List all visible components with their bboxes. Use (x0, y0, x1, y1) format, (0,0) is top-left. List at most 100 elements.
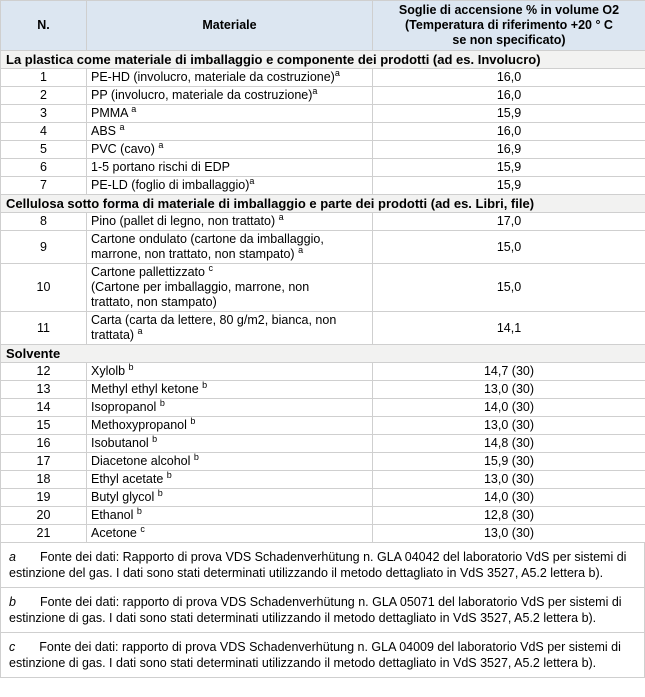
cell-number: 11 (0, 311, 87, 345)
cell-material: Diacetone alcohol b (86, 452, 373, 471)
footnote-c: c Fonte dei dati: rapporto di prova VDS S… (1, 632, 644, 677)
cell-threshold-value: 14,8 (30) (372, 434, 645, 453)
table-row: 1 PE-HD (involucro, materiale da costruzi… (0, 68, 645, 87)
cell-threshold-value: 16,9 (372, 140, 645, 159)
cell-threshold-value: 15,9 (30) (372, 452, 645, 471)
section-header-row: Cellulosa sotto forma di materiale di im… (0, 194, 645, 213)
cell-number: 7 (0, 176, 87, 195)
cell-threshold-value: 15,9 (372, 158, 645, 177)
ignition-thresholds-table: N. Materiale Soglie di accensione % in v… (0, 0, 645, 543)
cell-threshold-value: 15,9 (372, 176, 645, 195)
cell-number: 12 (0, 362, 87, 381)
cell-threshold-value: 14,0 (30) (372, 398, 645, 417)
cell-number: 2 (0, 86, 87, 105)
table-row: 5 PVC (cavo) a 16,9 (0, 140, 645, 159)
cell-material: Pino (pallet di legno, non trattato) a (86, 212, 373, 231)
table-row: 20 Ethanol b 12,8 (30) (0, 506, 645, 525)
cell-threshold-value: 13,0 (30) (372, 470, 645, 489)
cell-threshold-value: 14,1 (372, 311, 645, 345)
cell-threshold-value: 16,0 (372, 122, 645, 141)
cell-material: 1-5 portano rischi di EDP (86, 158, 373, 177)
footnote-text: Fonte dei dati: Rapporto di prova VDS Sc… (9, 550, 627, 580)
cell-material: Ethyl acetate b (86, 470, 373, 489)
section-title: Cellulosa sotto forma di materiale di im… (0, 194, 645, 213)
cell-number: 6 (0, 158, 87, 177)
cell-threshold-value: 15,9 (372, 104, 645, 123)
cell-threshold-value: 16,0 (372, 68, 645, 87)
cell-number: 18 (0, 470, 87, 489)
cell-material: Isobutanol b (86, 434, 373, 453)
cell-threshold-value: 13,0 (30) (372, 380, 645, 399)
cell-threshold-value: 17,0 (372, 212, 645, 231)
cell-material: Cartone pallettizzato c (Cartone per imba… (86, 263, 373, 312)
footnote-marker: b (9, 595, 16, 609)
cell-threshold-value: 13,0 (30) (372, 524, 645, 543)
cell-number: 16 (0, 434, 87, 453)
cell-number: 15 (0, 416, 87, 435)
document-page: N. Materiale Soglie di accensione % in v… (0, 0, 645, 678)
cell-threshold-value: 14,7 (30) (372, 362, 645, 381)
table-row: 7 PE-LD (foglio di imballaggio)a 15,9 (0, 176, 645, 195)
footnote-b: b Fonte dei dati: rapporto di prova VDS S… (1, 587, 644, 632)
table-row: 9 Cartone ondulato (cartone da imballaggi… (0, 230, 645, 264)
cell-number: 4 (0, 122, 87, 141)
cell-number: 9 (0, 230, 87, 264)
cell-number: 5 (0, 140, 87, 159)
cell-threshold-value: 13,0 (30) (372, 416, 645, 435)
cell-material: Methyl ethyl ketone b (86, 380, 373, 399)
col-header-threshold: Soglie di accensione % in volume O2 (Tem… (372, 0, 645, 51)
cell-material: PE-HD (involucro, materiale da costruzio… (86, 68, 373, 87)
table-row: 12 Xylolb b 14,7 (30) (0, 362, 645, 381)
cell-material: Ethanol b (86, 506, 373, 525)
cell-material: PMMA a (86, 104, 373, 123)
table-row: 16 Isobutanol b 14,8 (30) (0, 434, 645, 453)
cell-material: PE-LD (foglio di imballaggio)a (86, 176, 373, 195)
cell-threshold-value: 14,0 (30) (372, 488, 645, 507)
cell-number: 17 (0, 452, 87, 471)
table-row: 10 Cartone pallettizzato c (Cartone per im… (0, 263, 645, 312)
table-body: La plastica come materiale di imballaggi… (0, 50, 645, 543)
cell-threshold-value: 16,0 (372, 86, 645, 105)
cell-material: PVC (cavo) a (86, 140, 373, 159)
cell-material: Methoxypropanol b (86, 416, 373, 435)
cell-threshold-value: 15,0 (372, 263, 645, 312)
cell-material: Acetone c (86, 524, 373, 543)
cell-number: 8 (0, 212, 87, 231)
table-row: 18 Ethyl acetate b 13,0 (30) (0, 470, 645, 489)
footnotes: a Fonte dei dati: Rapporto di prova VDS S… (0, 543, 645, 678)
col-header-material: Materiale (86, 0, 373, 51)
cell-material: Xylolb b (86, 362, 373, 381)
table-row: 6 1-5 portano rischi di EDP 15,9 (0, 158, 645, 177)
cell-material: ABS a (86, 122, 373, 141)
section-header-row: La plastica come materiale di imballaggi… (0, 50, 645, 69)
cell-material: Carta (carta da lettere, 80 g/m2, bianca… (86, 311, 373, 345)
header-row: N. Materiale Soglie di accensione % in v… (0, 0, 645, 51)
table-row: 3 PMMA a 15,9 (0, 104, 645, 123)
footnote-text: Fonte dei dati: rapporto di prova VDS Sc… (9, 595, 622, 625)
table-row: 13 Methyl ethyl ketone b 13,0 (30) (0, 380, 645, 399)
cell-number: 19 (0, 488, 87, 507)
table-row: 14 Isopropanol b 14,0 (30) (0, 398, 645, 417)
col-header-number: N. (0, 0, 87, 51)
table-row: 21 Acetone c 13,0 (30) (0, 524, 645, 543)
cell-number: 13 (0, 380, 87, 399)
cell-material: PP (involucro, materiale da costruzione)… (86, 86, 373, 105)
footnote-marker: a (9, 550, 16, 564)
cell-number: 14 (0, 398, 87, 417)
cell-material: Butyl glycol b (86, 488, 373, 507)
cell-number: 1 (0, 68, 87, 87)
cell-material: Isopropanol b (86, 398, 373, 417)
section-header-row: Solvente (0, 344, 645, 363)
footnote-marker: c (9, 640, 16, 654)
cell-material: Cartone ondulato (cartone da imballaggio… (86, 230, 373, 264)
cell-threshold-value: 12,8 (30) (372, 506, 645, 525)
cell-number: 3 (0, 104, 87, 123)
footnote-a: a Fonte dei dati: Rapporto di prova VDS S… (1, 543, 644, 587)
cell-number: 10 (0, 263, 87, 312)
cell-number: 20 (0, 506, 87, 525)
table-row: 2 PP (involucro, materiale da costruzione… (0, 86, 645, 105)
table-row: 4 ABS a 16,0 (0, 122, 645, 141)
table-row: 19 Butyl glycol b 14,0 (30) (0, 488, 645, 507)
cell-threshold-value: 15,0 (372, 230, 645, 264)
